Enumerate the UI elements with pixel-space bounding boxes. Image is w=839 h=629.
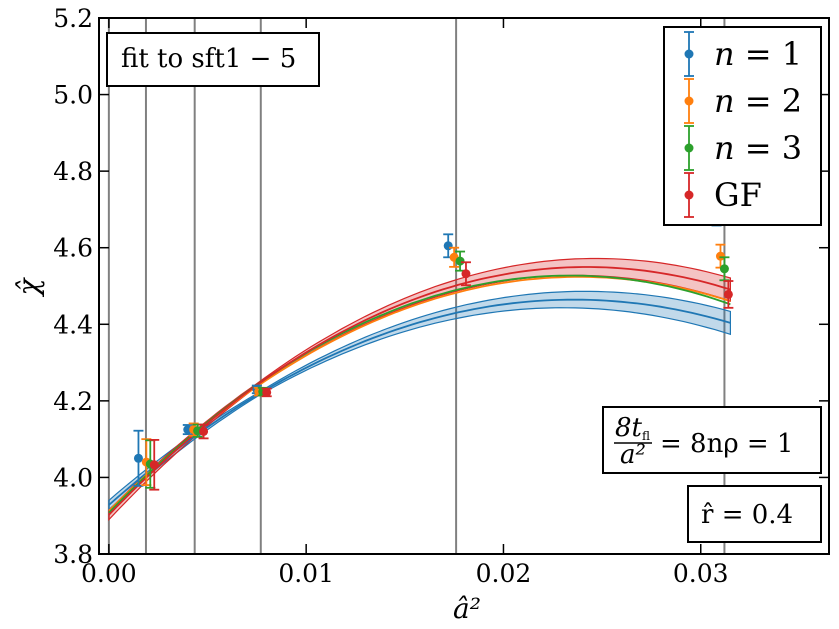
- legend-label: n = 1: [714, 35, 802, 73]
- legend-item-4: GF: [684, 172, 762, 218]
- data-point-s4-2: [198, 423, 209, 440]
- axes: 0.00 0.01 0.02 0.03 3.8 4.0 4.2 4.4 4.6 4.8 5.0 5.2: [53, 4, 830, 588]
- legend-item-3: n = 3: [684, 125, 802, 171]
- marker: [461, 269, 471, 279]
- x-axis-title: â²: [453, 592, 481, 625]
- legend-marker: [684, 96, 694, 106]
- marker: [199, 426, 209, 436]
- y-tick-label: 3.8: [53, 540, 93, 569]
- y-tick-label: 4.8: [53, 157, 93, 186]
- flow-time-rhs: = 8nρ = 1: [660, 429, 793, 459]
- x-tick-label: 0.00: [81, 559, 137, 588]
- marker: [719, 264, 729, 274]
- fit-curve-4: [108, 266, 731, 516]
- flow-time-numerator: 8tfl: [615, 413, 650, 443]
- legend-item-1: n = 1: [684, 31, 802, 77]
- marker: [262, 387, 272, 397]
- y-axis-title: χ̂: [12, 276, 45, 297]
- data-point-s4-4: [460, 261, 471, 287]
- y-tick-label: 4.6: [53, 234, 93, 263]
- marker: [443, 241, 453, 251]
- r-hat-label: r̂ = 0.4: [701, 500, 793, 530]
- plot-frame: [98, 17, 830, 555]
- legend-label: GF: [714, 176, 762, 214]
- marker: [715, 251, 725, 261]
- data-point-s4-5: [723, 280, 734, 309]
- fit-curves: [108, 266, 731, 516]
- y-tick-label: 5.0: [53, 81, 93, 110]
- fit-band-1: [108, 290, 731, 511]
- legend-item-2: n = 2: [684, 78, 802, 124]
- legend: n = 1 n = 2 n = 3 GF: [663, 26, 822, 226]
- marker: [133, 453, 143, 463]
- legend-label: n = 2: [714, 82, 802, 120]
- flow-time-denominator: a²: [620, 440, 646, 470]
- x-tick-label: 0.02: [476, 559, 532, 588]
- legend-marker: [684, 49, 694, 59]
- marker: [149, 460, 159, 470]
- fit-info-label: fit to sft1 − 5: [121, 44, 296, 74]
- x-tick-label: 0.01: [278, 559, 334, 588]
- marker: [455, 256, 465, 266]
- flow-time-box: 8tfl a² = 8nρ = 1: [602, 406, 822, 474]
- fit-info-box: fit to sft1 − 5: [106, 32, 320, 87]
- y-tick-label: 5.2: [53, 4, 93, 33]
- marker: [723, 289, 733, 299]
- legend-label: n = 3: [714, 129, 802, 167]
- data-point-s4-1: [149, 439, 160, 491]
- r-hat-box: r̂ = 0.4: [687, 485, 822, 543]
- fit-curve-1: [108, 298, 731, 506]
- y-tick-label: 4.4: [53, 310, 93, 339]
- legend-marker: [684, 190, 694, 200]
- y-tick-label: 4.0: [53, 463, 93, 492]
- x-tick-label: 0.03: [673, 559, 729, 588]
- data-point-s4-3: [261, 387, 272, 398]
- y-tick-label: 4.2: [53, 387, 93, 416]
- legend-marker: [684, 143, 694, 153]
- data-point-s3-4: [455, 250, 466, 272]
